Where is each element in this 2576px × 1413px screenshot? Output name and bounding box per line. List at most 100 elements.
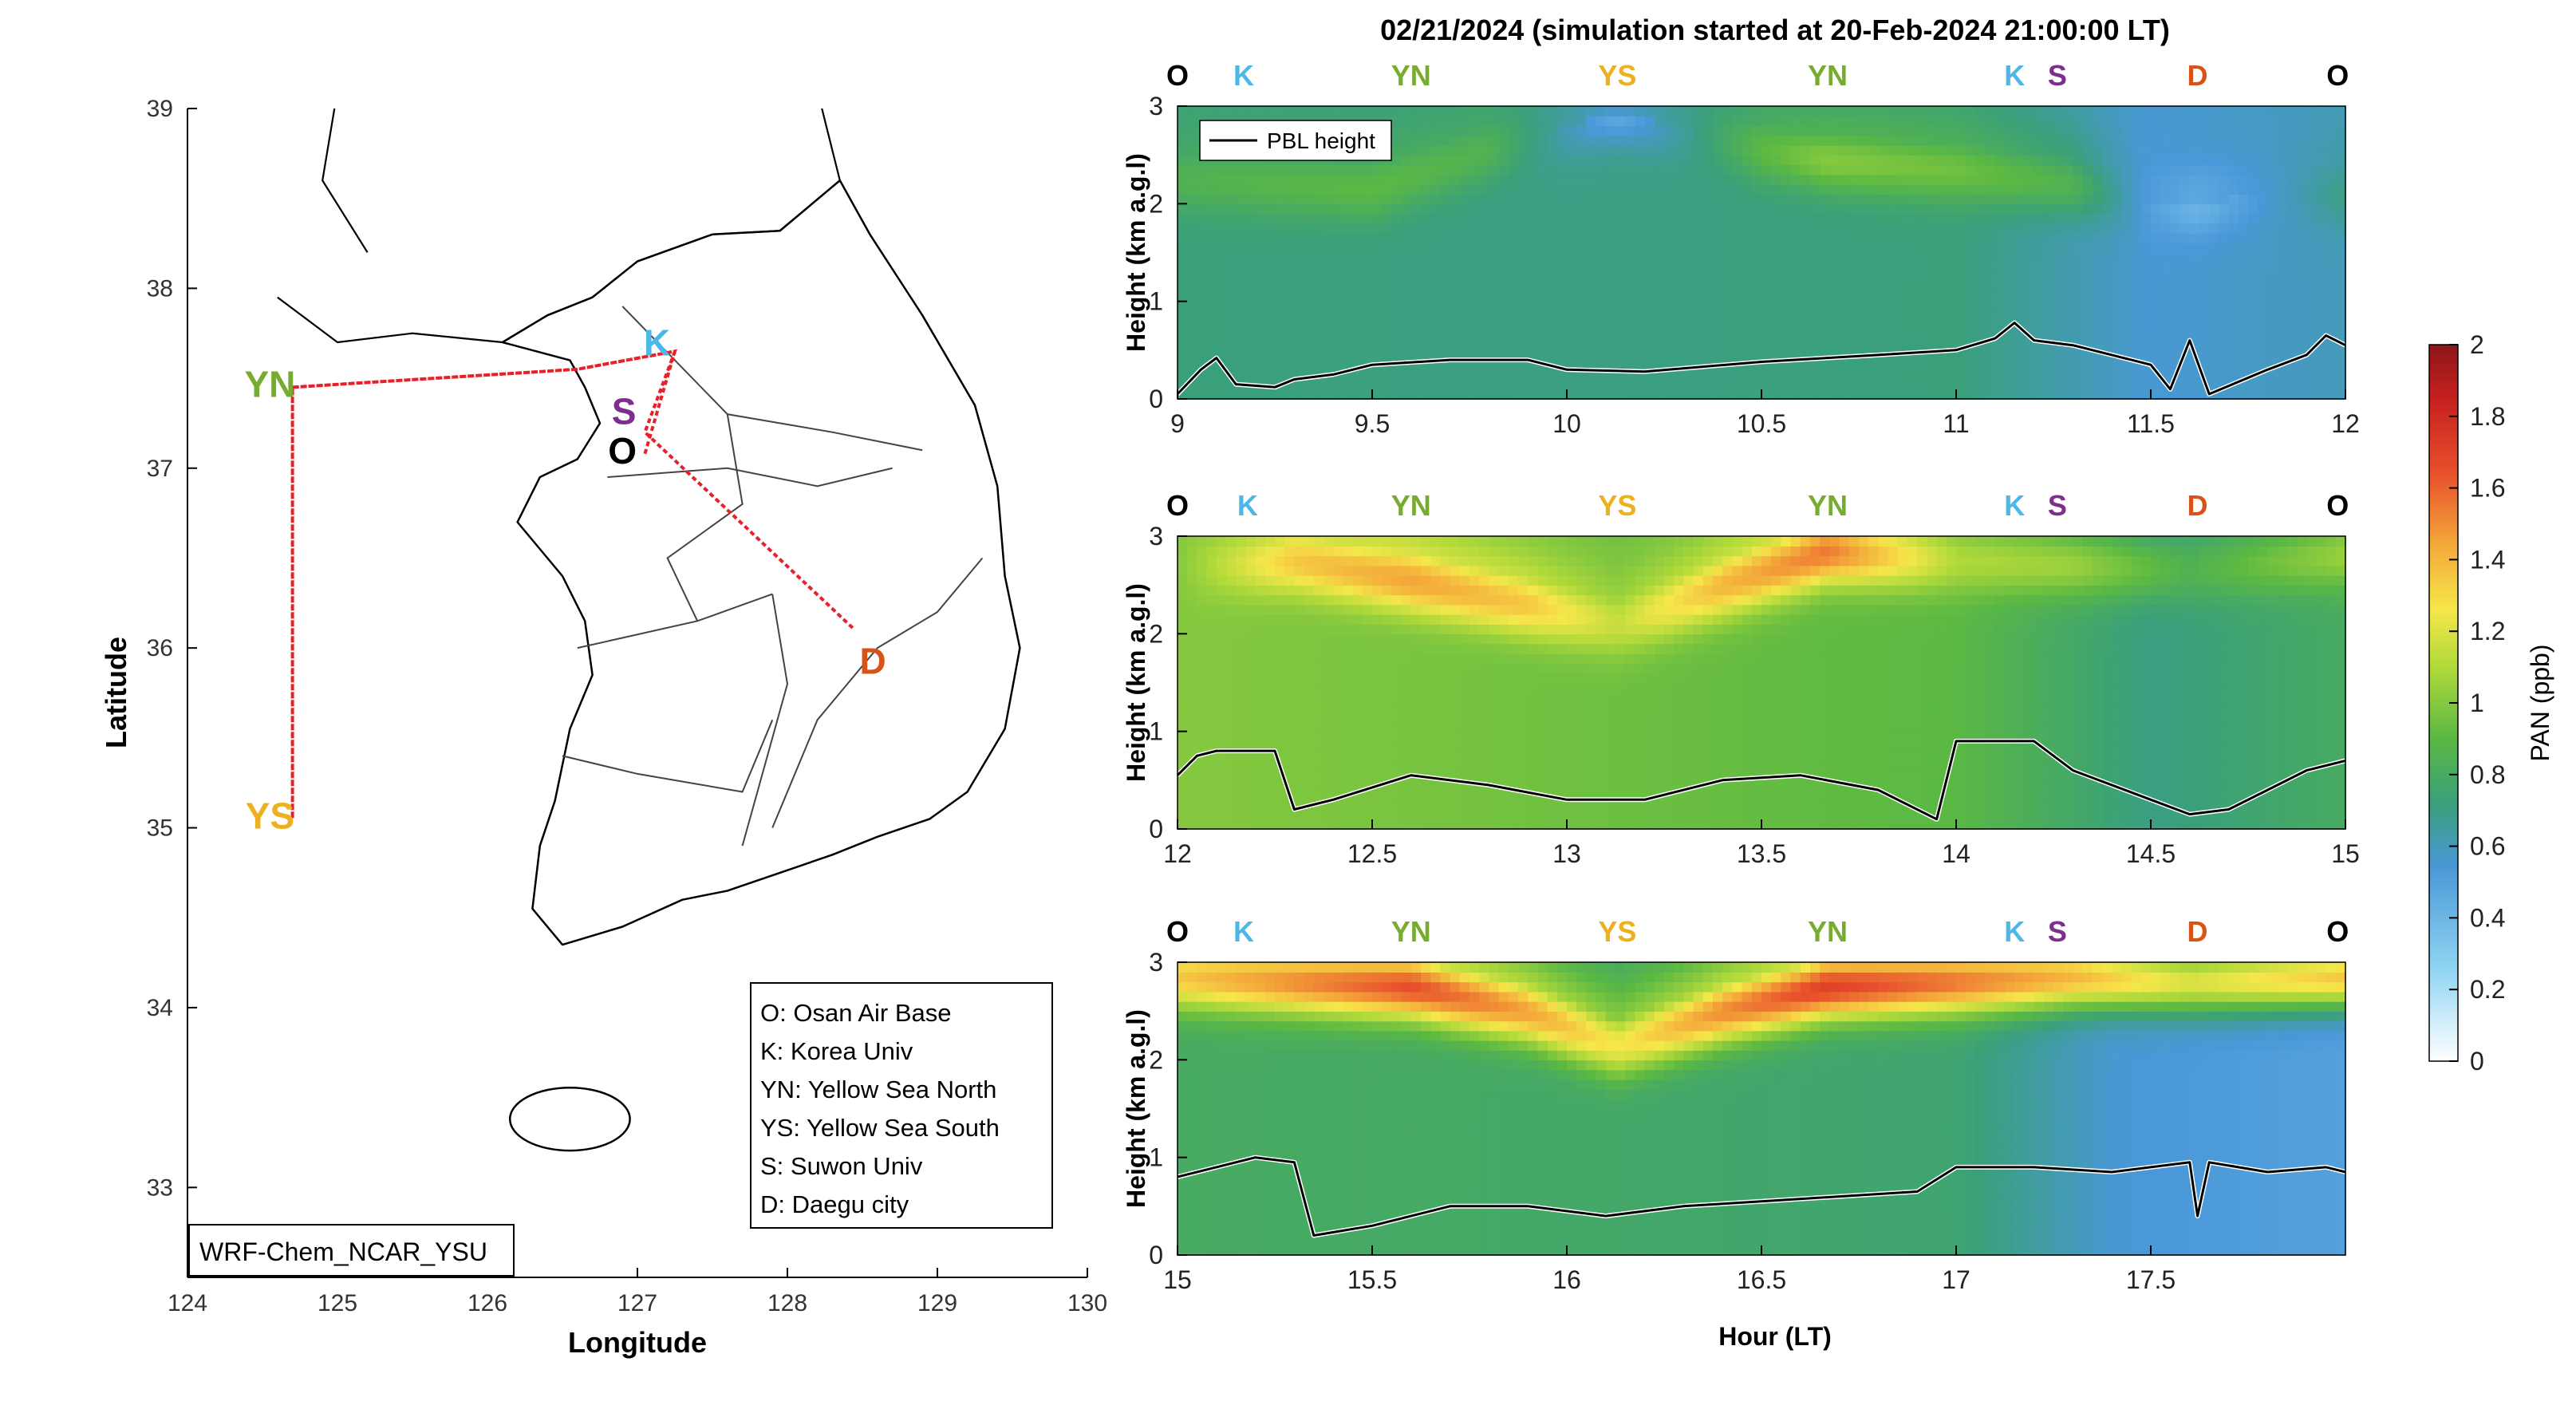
heatmap-cell [1216,282,1227,293]
heatmap-cell [2199,135,2210,146]
heatmap-cell [1343,282,1354,293]
heatmap-cell [1576,135,1588,146]
heatmap-cell [2209,144,2220,156]
heatmap-cell [2151,291,2161,302]
heatmap-cell [1372,799,1383,811]
heatmap-cell [2092,135,2103,146]
heatmap-cell [1362,585,1373,596]
heatmap-cell [1732,164,1743,176]
heatmap-cell [1683,301,1694,312]
heatmap-cell [1528,585,1539,596]
heatmap-cell [1829,360,1840,371]
heatmap-cell [1985,282,1996,293]
heatmap-cell [1304,106,1315,116]
heatmap-cell [2112,243,2123,254]
heatmap-cell [1469,760,1480,772]
heatmap-cell [1518,106,1529,116]
heatmap-cell [1324,174,1334,185]
heatmap-cell [1264,585,1276,596]
heatmap-cell [1324,770,1334,781]
heatmap-cell [2053,321,2064,332]
heatmap-cell [1479,574,1490,586]
heatmap-cell [1216,799,1227,811]
heatmap-cell [1635,389,1646,400]
heatmap-cell [1586,624,1597,635]
heatmap-cell [1994,369,2006,381]
heatmap-cell [1528,653,1539,664]
heatmap-cell [1771,164,1782,176]
heatmap-cell [1440,321,1451,332]
heatmap-cell [1489,633,1500,645]
heatmap-cell [1421,721,1431,732]
heatmap-cell [2316,369,2327,381]
heatmap-cell [1781,144,1792,156]
heatmap-cell [1313,291,1324,302]
heatmap-cell [2034,155,2045,166]
heatmap-cell [1401,633,1412,645]
heatmap-cell [1410,643,1422,654]
heatmap-cell [1994,135,2006,146]
heatmap-cell [1469,194,1480,205]
heatmap-cell [1391,594,1402,606]
heatmap-cell [2170,321,2181,332]
heatmap-cell [2063,135,2074,146]
heatmap-cell [1206,555,1217,566]
heatmap-cell [1459,330,1470,341]
heatmap-cell [1605,282,1616,293]
heatmap-cell [1605,194,1616,205]
heatmap-cell [1508,721,1519,732]
heatmap-cell [1216,310,1227,322]
heatmap-cell [1324,184,1334,195]
heatmap-cell [1479,291,1490,302]
heatmap-cell [1255,194,1266,205]
heatmap-cell [1635,360,1646,371]
heatmap-cell [1537,673,1548,684]
heatmap-cell [1936,116,1947,127]
heatmap-cell [1848,321,1860,332]
heatmap-cell [1450,379,1461,390]
heatmap-cell [1178,594,1188,606]
heatmap-cell [1635,144,1646,156]
heatmap-cell [1693,321,1704,332]
heatmap-cell [1333,740,1344,752]
heatmap-cell [1382,203,1393,215]
heatmap-cell [1897,184,1908,195]
heatmap-cell [1255,594,1266,606]
heatmap-cell [1615,174,1626,185]
heatmap-cell [1479,546,1490,557]
heatmap-cell [1654,223,1665,234]
heatmap-cell [1313,174,1324,185]
heatmap-cell [1966,262,1977,273]
heatmap-cell [1702,379,1714,390]
heatmap-cell [1761,243,1772,254]
heatmap-cell [2209,272,2220,282]
heatmap-cell [1264,213,1276,224]
panel-site-label-yn: YN [1808,59,1848,92]
heatmap-cell [2209,203,2220,215]
heatmap-cell [2024,233,2035,243]
heatmap-cell [1352,330,1363,341]
heatmap-cell [2170,389,2181,400]
heatmap-cell [2140,262,2152,273]
heatmap-cell [1596,301,1607,312]
heatmap-cell [1586,272,1597,282]
heatmap-cell [1810,389,1821,400]
heatmap-cell [1430,614,1442,625]
heatmap-cell [1284,291,1296,302]
heatmap-cell [2286,272,2298,282]
heatmap-cell [2014,243,2026,254]
heatmap-cell [1255,712,1266,723]
heatmap-cell [2005,203,2015,215]
heatmap-cell [1440,164,1451,176]
heatmap-cell [1324,379,1334,390]
heatmap-cell [2131,389,2142,400]
heatmap-cell [1556,301,1568,312]
heatmap-cell [2199,184,2210,195]
heatmap-cell [1245,780,1256,791]
heatmap-cell [1508,692,1519,703]
heatmap-cell [1343,233,1354,243]
heatmap-cell [1576,751,1588,762]
heatmap-cell [1450,594,1461,606]
heatmap-cell [1469,673,1480,684]
